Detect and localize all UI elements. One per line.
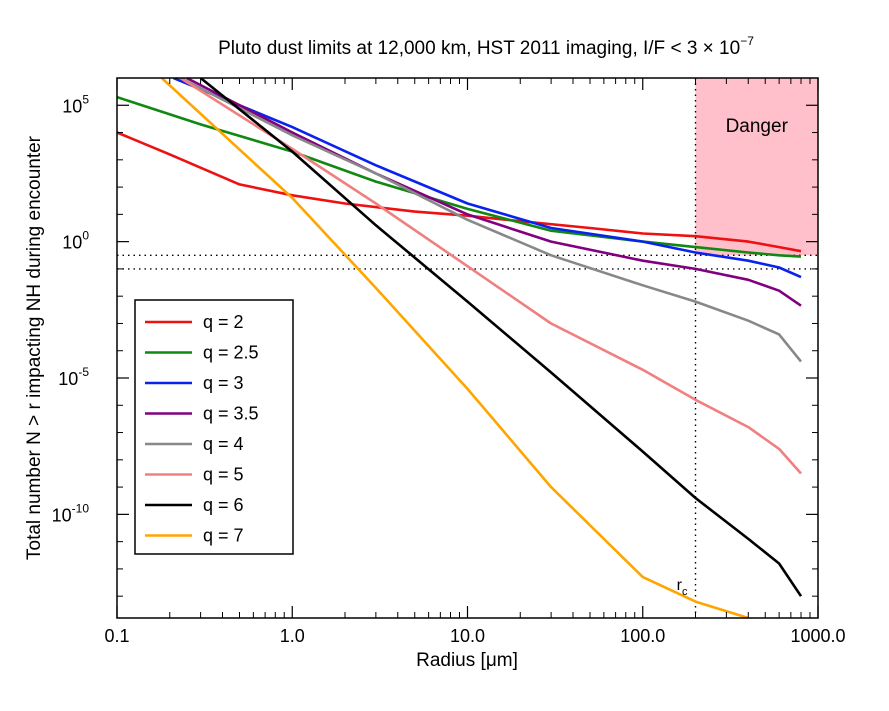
x-tick-label: 100.0 xyxy=(620,626,665,646)
axis-ticks: 0.1 1.0 10.0 100.0 1000.0 105 100 10-5 10-10 xyxy=(52,78,846,646)
y-axis-label: Total number N > r impacting NH during e… xyxy=(24,135,45,560)
rc-label-subscript: c xyxy=(682,586,688,598)
series-line-3 xyxy=(173,78,802,279)
series-line-4 xyxy=(179,78,803,363)
x-tick-label: 1.0 xyxy=(280,626,305,646)
x-axis-label: Radius [μm] xyxy=(416,650,518,671)
rc-label: rc xyxy=(677,577,688,598)
legend-label: q = 5 xyxy=(203,465,244,485)
y-tick-label: 10-10 xyxy=(52,501,90,525)
legend: q = 2 q = 2.5 q = 3 q = 3.5 q = 4 q = 5 q = 6 q… xyxy=(134,299,294,555)
series-line-7 xyxy=(160,78,749,618)
legend-label: q = 6 xyxy=(203,495,244,515)
legend-box xyxy=(134,299,294,555)
x-tick-label: 10.0 xyxy=(450,626,485,646)
legend-label: q = 4 xyxy=(203,434,244,454)
legend-label: q = 7 xyxy=(203,526,244,546)
y-tick-label: 105 xyxy=(62,92,89,116)
legend-label: q = 3.5 xyxy=(203,404,259,424)
series-line-5 xyxy=(179,78,802,475)
series-group xyxy=(117,78,803,618)
danger-label: Danger xyxy=(726,116,789,137)
y-tick-label: 100 xyxy=(62,229,89,253)
y-tick-label: 10-5 xyxy=(58,365,89,389)
legend-label: q = 3 xyxy=(203,373,244,393)
danger-region xyxy=(695,78,818,256)
legend-label: q = 2.5 xyxy=(203,343,259,363)
chart-title-exponent: −7 xyxy=(740,34,754,48)
chart-title: Pluto dust limits at 12,000 km, HST 2011… xyxy=(218,34,754,59)
x-tick-label: 1000.0 xyxy=(790,626,845,646)
series-line-2-5 xyxy=(117,95,802,258)
legend-label: q = 2 xyxy=(203,312,244,332)
x-axis-label-mu: μ xyxy=(486,650,497,671)
series-line-2 xyxy=(117,131,802,253)
x-axis-label-end: m] xyxy=(497,650,518,671)
x-tick-label: 0.1 xyxy=(104,626,129,646)
series-line-6 xyxy=(199,78,803,597)
